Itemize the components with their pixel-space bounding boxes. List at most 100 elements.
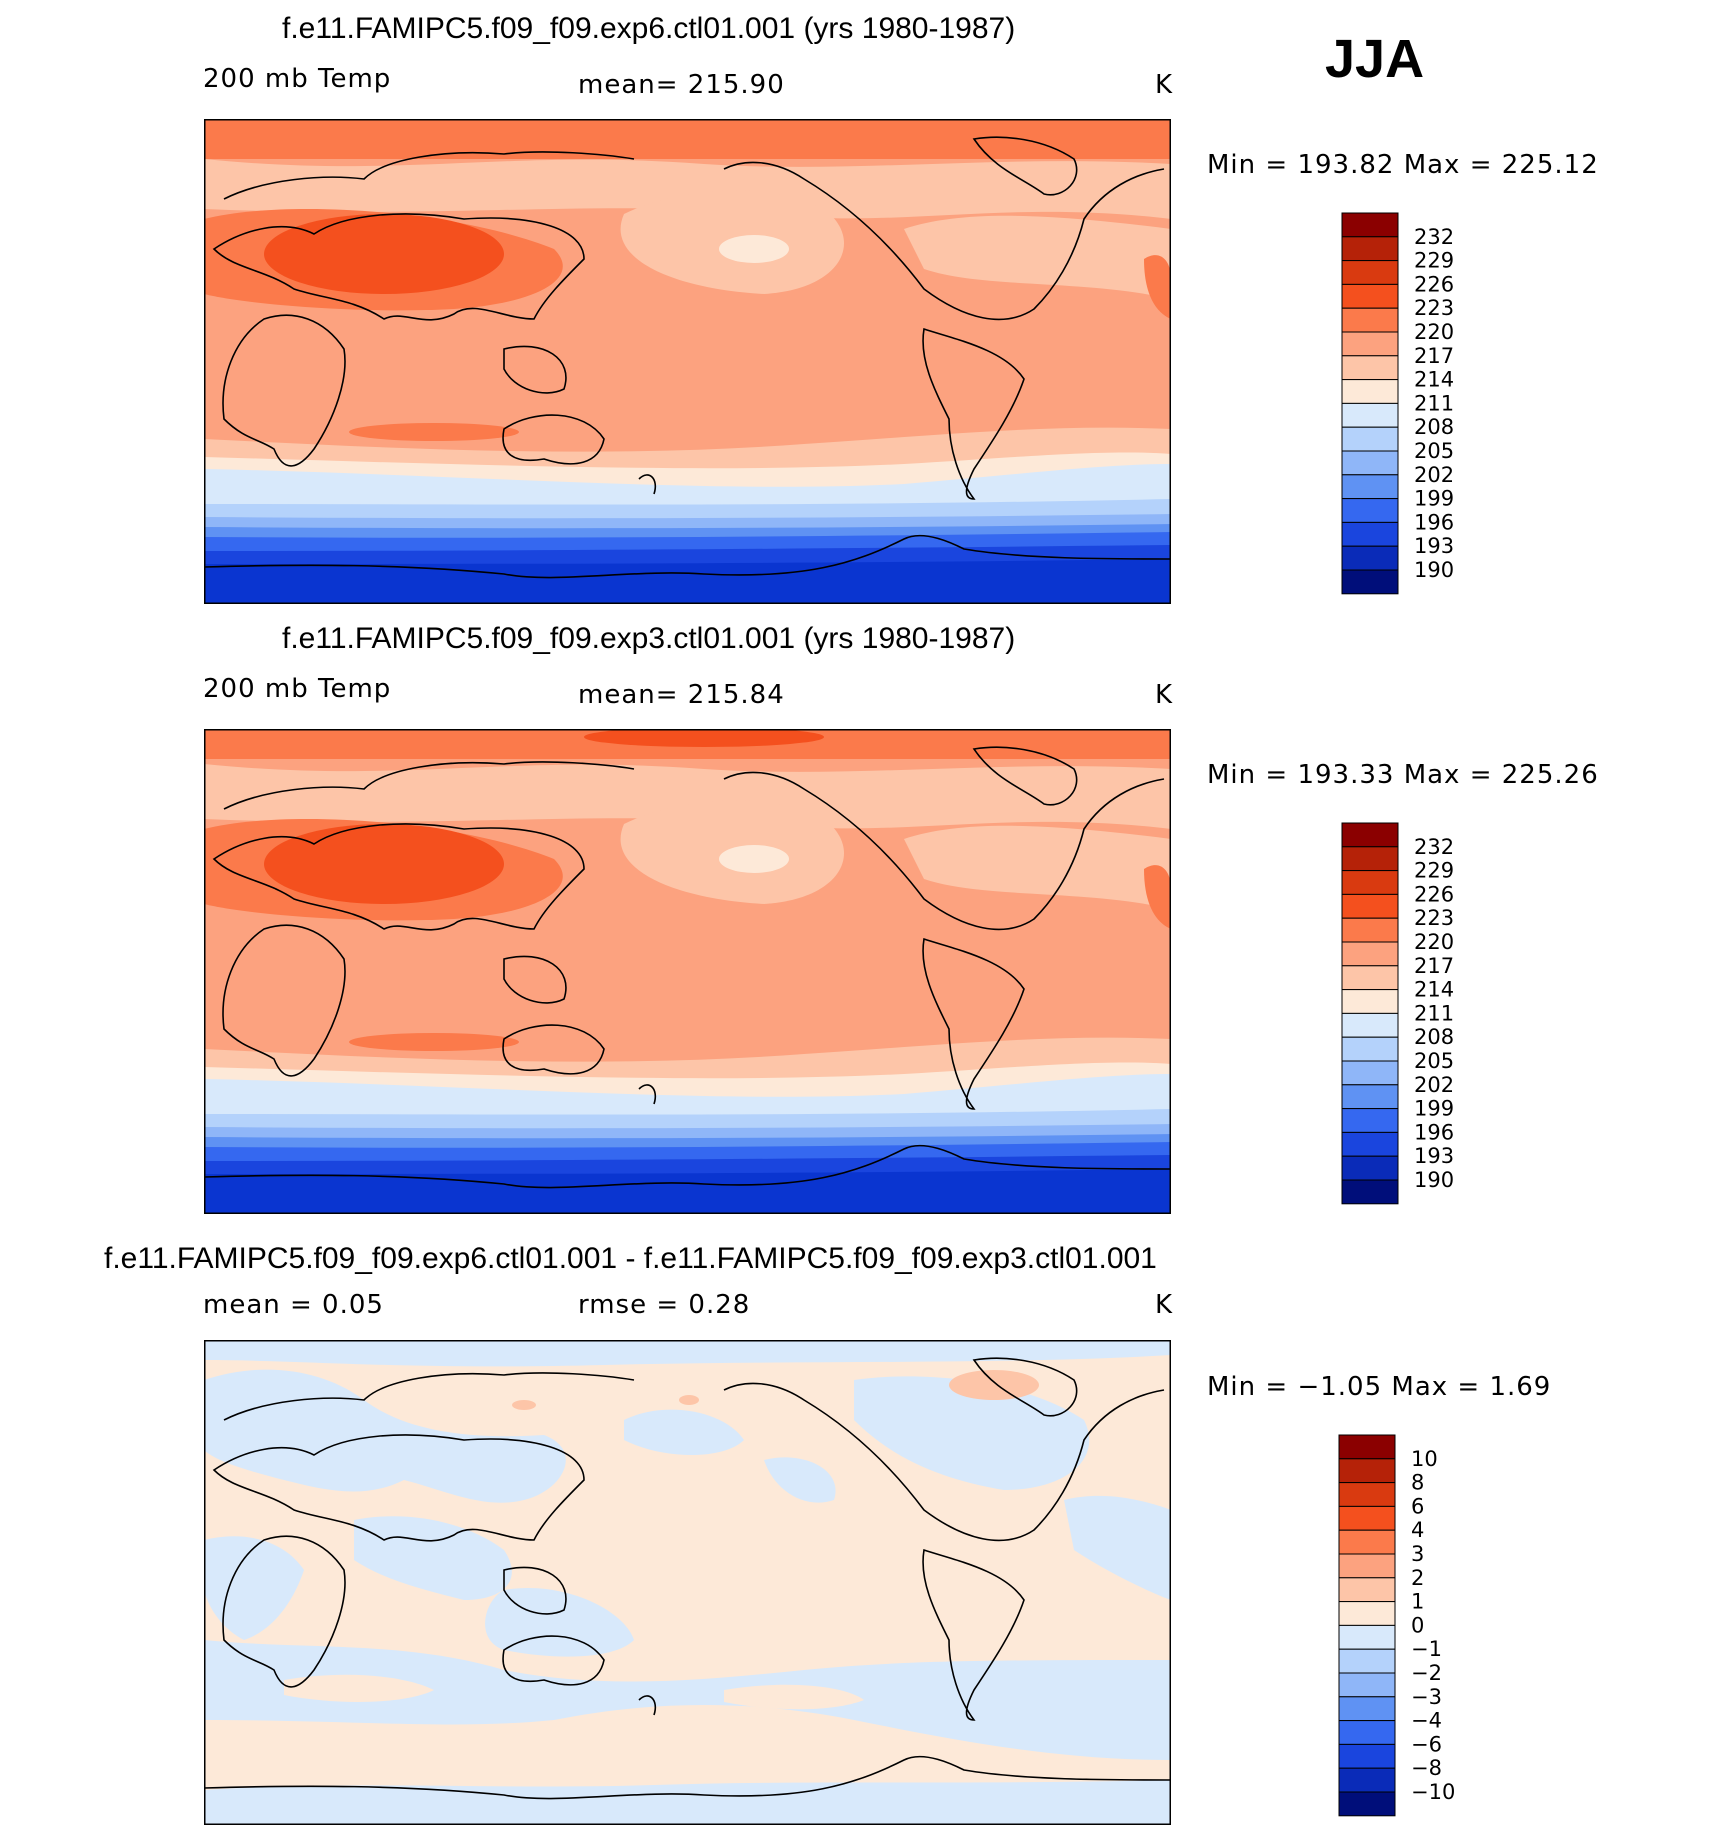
panel-bottom-rmse: rmse = 0.28: [578, 1290, 751, 1320]
colorbar-swatch: [1341, 1036, 1399, 1062]
colorbar-swatch: [1341, 1084, 1399, 1110]
colorbar-swatch: [1341, 498, 1399, 523]
colorbar-tick-label: 2: [1411, 1566, 1424, 1590]
colorbar-swatch: [1341, 474, 1399, 500]
colorbar-tick-label: −1: [1411, 1637, 1442, 1661]
colorbar-swatch: [1338, 1434, 1396, 1460]
colorbar-swatch: [1338, 1743, 1396, 1769]
panel-bottom-map: [204, 1340, 1171, 1825]
panel-middle-title: f.e11.FAMIPC5.f09_f09.exp3.ctl01.001 (yr…: [282, 622, 1016, 655]
panel-middle-mean: mean= 215.84: [578, 680, 785, 710]
colorbar-tick-label: 220: [1414, 930, 1454, 954]
colorbar-tick-label: 220: [1414, 320, 1454, 344]
panel-middle-minmax: Min = 193.33 Max = 225.26: [1207, 760, 1599, 790]
panel-top-map: [204, 119, 1171, 604]
panel-bottom-title: f.e11.FAMIPC5.f09_f09.exp6.ctl01.001 - f…: [104, 1242, 1157, 1275]
colorbar-swatch: [1341, 212, 1399, 238]
colorbar-swatch: [1341, 1179, 1399, 1205]
colorbar-swatch: [1341, 355, 1399, 381]
colorbar-tick-label: 229: [1414, 249, 1454, 273]
panel-bottom-mean: mean = 0.05: [203, 1290, 384, 1320]
colorbar-swatch: [1341, 426, 1399, 452]
colorbar-tick-label: −4: [1411, 1709, 1442, 1733]
colorbar-tick-label: −10: [1411, 1780, 1455, 1804]
colorbar-swatch: [1338, 1529, 1396, 1555]
colorbar-swatch: [1341, 1012, 1399, 1038]
colorbar-tick-label: 226: [1414, 272, 1454, 296]
colorbar-tick-label: 3: [1411, 1542, 1424, 1566]
colorbar-swatch: [1341, 1131, 1399, 1157]
panel-top-variable: 200 mb Temp: [203, 64, 392, 94]
colorbar-swatch: [1341, 307, 1399, 333]
colorbar-tick-label: 202: [1414, 463, 1454, 487]
colorbar-tick-label: 205: [1414, 1049, 1454, 1073]
colorbar-swatch: [1341, 283, 1399, 309]
colorbar-tick-label: 214: [1414, 368, 1454, 392]
colorbar-tick-label: 226: [1414, 882, 1454, 906]
colorbar-tick-label: 8: [1411, 1471, 1424, 1495]
panel-middle-units: K: [1155, 680, 1174, 710]
colorbar-swatch: [1341, 569, 1399, 595]
colorbar-swatch: [1341, 402, 1399, 428]
colorbar-tick-label: 199: [1414, 1097, 1454, 1121]
colorbar-tick-label: 232: [1414, 225, 1454, 249]
colorbar-swatch: [1338, 1553, 1396, 1579]
colorbar-swatch: [1341, 450, 1399, 476]
colorbar-tick-label: 190: [1414, 558, 1454, 582]
colorbar-swatch: [1338, 1648, 1396, 1674]
colorbar-swatch: [1338, 1458, 1396, 1484]
panel-top-title: f.e11.FAMIPC5.f09_f09.exp6.ctl01.001 (yr…: [282, 12, 1016, 45]
colorbar-tick-label: 0: [1411, 1613, 1424, 1637]
colorbar-swatch: [1341, 545, 1399, 571]
colorbar-swatch: [1338, 1720, 1396, 1745]
colorbar-swatch: [1338, 1624, 1396, 1650]
colorbar-tick-label: 6: [1411, 1494, 1424, 1518]
colorbar-swatch: [1338, 1767, 1396, 1793]
panel-middle-variable: 200 mb Temp: [203, 674, 392, 704]
colorbar-swatch: [1341, 1060, 1399, 1086]
colorbar-tick-label: 4: [1411, 1518, 1424, 1542]
colorbar-tick-label: 196: [1414, 510, 1454, 534]
colorbar-tick-label: 208: [1414, 415, 1454, 439]
colorbar-swatch: [1338, 1696, 1396, 1722]
colorbar-swatch: [1341, 822, 1399, 848]
colorbar-swatch: [1341, 917, 1399, 943]
colorbar-tick-label: 196: [1414, 1120, 1454, 1144]
panel-top-minmax: Min = 193.82 Max = 225.12: [1207, 150, 1599, 180]
colorbar-tick-label: 205: [1414, 439, 1454, 463]
colorbar-swatch: [1338, 1482, 1396, 1507]
colorbar-tick-label: 10: [1411, 1447, 1438, 1471]
panel-middle-colorbar: 2322292262232202172142112082052021991961…: [1341, 822, 1454, 1205]
panel-middle-map: [204, 729, 1171, 1214]
panel-top-mean: mean= 215.90: [578, 70, 785, 100]
colorbar-tick-label: 232: [1414, 835, 1454, 859]
colorbar-tick-label: −6: [1411, 1732, 1442, 1756]
colorbar-tick-label: 211: [1414, 391, 1454, 415]
colorbar-swatch: [1341, 965, 1399, 991]
colorbar-swatch: [1341, 893, 1399, 919]
colorbar-tick-label: 190: [1414, 1168, 1454, 1192]
colorbar-tick-label: 193: [1414, 1144, 1454, 1168]
panel-top-units: K: [1155, 70, 1174, 100]
colorbar-swatch: [1341, 870, 1399, 895]
colorbar-swatch: [1338, 1601, 1396, 1626]
colorbar-swatch: [1341, 1155, 1399, 1181]
colorbar-tick-label: 214: [1414, 978, 1454, 1002]
colorbar-swatch: [1341, 846, 1399, 872]
colorbar-tick-label: 202: [1414, 1073, 1454, 1097]
colorbar-swatch: [1341, 989, 1399, 1014]
colorbar-tick-label: 223: [1414, 296, 1454, 320]
colorbar-swatch: [1341, 331, 1399, 357]
colorbar-tick-label: 223: [1414, 906, 1454, 930]
colorbar-tick-label: −3: [1411, 1685, 1442, 1709]
colorbar-tick-label: 193: [1414, 534, 1454, 558]
colorbar-tick-label: −8: [1411, 1756, 1442, 1780]
colorbar-swatch: [1338, 1505, 1396, 1531]
colorbar-tick-label: −2: [1411, 1661, 1442, 1685]
panel-top-colorbar: 2322292262232202172142112082052021991961…: [1341, 212, 1454, 595]
season-label: JJA: [1325, 29, 1425, 89]
colorbar-swatch: [1341, 379, 1399, 404]
colorbar-tick-label: 229: [1414, 859, 1454, 883]
colorbar-swatch: [1341, 521, 1399, 547]
